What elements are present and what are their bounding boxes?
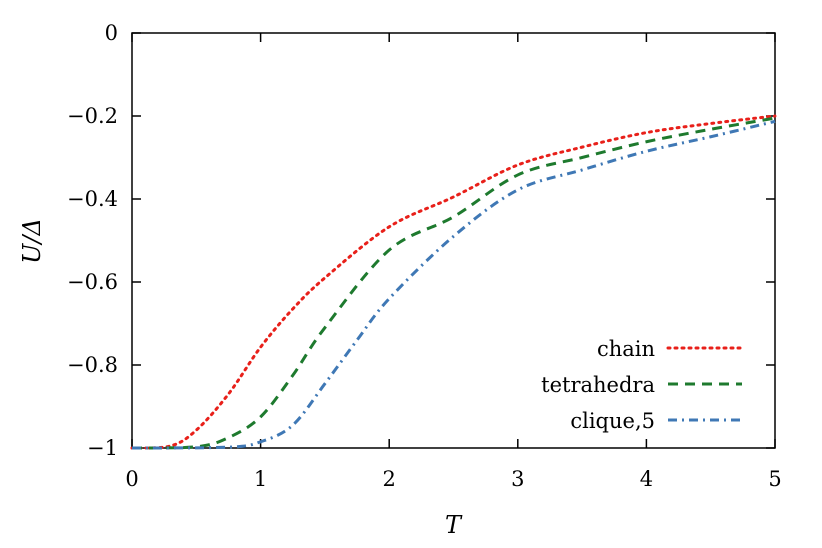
y-tick-label: −0.6 [67,270,118,294]
legend-label: clique,5 [570,409,655,433]
series-line-clique-5 [131,119,776,450]
plot-frame [131,32,776,449]
series-line-tetrahedra [131,116,776,450]
x-tick-label: 3 [511,467,524,491]
axes: 0 1 2 3 4 5 0 −0.2 −0.4 −0.6 −0.8 −1 [67,21,782,491]
y-tick-label: −0.8 [67,353,118,377]
series-group [130,114,777,450]
y-axis-label: U/Δ [18,218,46,264]
x-tick-label: 0 [125,467,138,491]
y-tick-label: −1 [87,436,118,460]
legend-label: tetrahedra [541,373,655,397]
x-tick-label: 1 [254,467,267,491]
y-tick-label: −0.2 [67,104,118,128]
legend: chain tetrahedra clique,5 [541,337,744,433]
legend-label: chain [597,337,655,361]
x-axis-label: T [445,511,463,539]
x-tick-label: 5 [768,467,781,491]
y-tick-label: 0 [105,21,118,45]
series-line-chain [130,114,777,450]
y-tick-label: −0.4 [67,187,118,211]
x-tick-label: 2 [383,467,396,491]
x-tick-label: 4 [640,467,653,491]
